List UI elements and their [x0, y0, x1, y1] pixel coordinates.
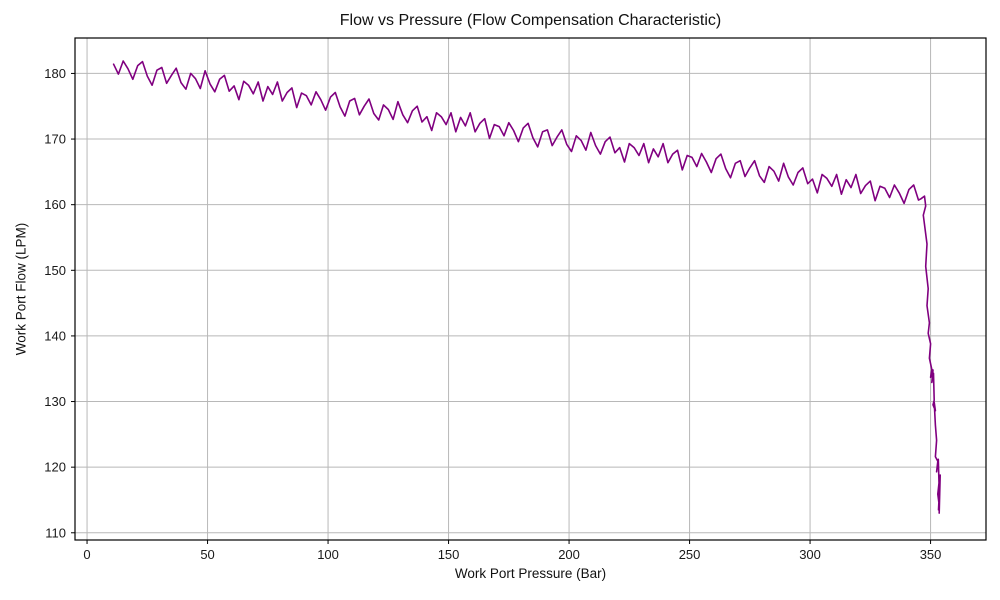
y-tick-label: 180 — [44, 66, 66, 81]
x-tick-label: 150 — [438, 547, 460, 562]
x-tick-label: 250 — [679, 547, 701, 562]
x-tick-label: 350 — [920, 547, 942, 562]
y-tick-label: 140 — [44, 328, 66, 343]
chart-title: Flow vs Pressure (Flow Compensation Char… — [339, 12, 722, 29]
x-tick-label: 200 — [558, 547, 580, 562]
x-axis-label: Work Port Pressure (Bar) — [454, 566, 607, 581]
x-tick-label: 300 — [799, 547, 821, 562]
series-line-work-port-flow-vs-pressure — [112, 60, 942, 514]
y-tick-label: 170 — [44, 132, 66, 147]
y-tick-label: 150 — [44, 263, 66, 278]
x-tick-label: 0 — [83, 547, 90, 562]
x-tick-label: 50 — [200, 547, 214, 562]
y-axis-label: Work Port Flow (LPM) — [13, 222, 29, 356]
y-tick-label: 120 — [44, 460, 66, 475]
y-tick-label: 160 — [44, 197, 66, 212]
plot-spine-box — [74, 37, 987, 541]
y-tick-label: 130 — [44, 394, 66, 409]
y-tick-label: 110 — [45, 525, 66, 540]
x-tick-label: 100 — [317, 547, 339, 562]
